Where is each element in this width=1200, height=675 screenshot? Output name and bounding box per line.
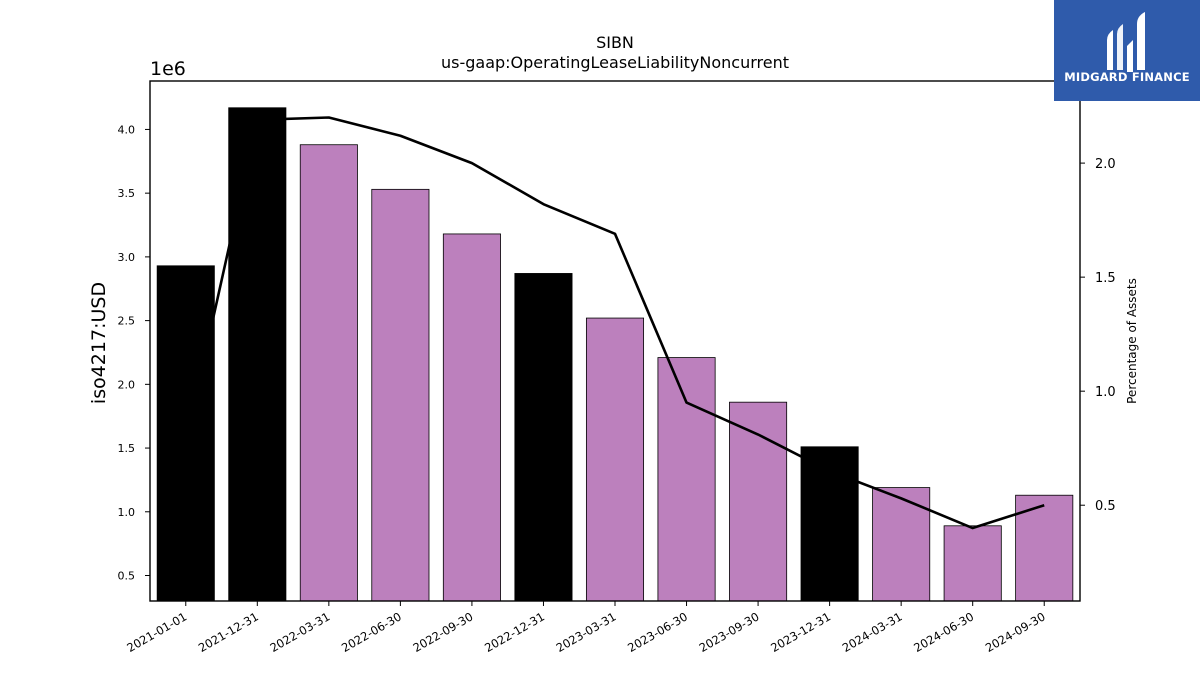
- y2-tick-label: 1.0: [1095, 385, 1116, 400]
- bar-2021-01-01: [156, 265, 215, 602]
- bar-2022-06-30: [371, 188, 430, 602]
- y2-tick-label: 1.5: [1095, 271, 1116, 286]
- y-tick-label: 2.0: [118, 378, 136, 391]
- y-tick-label: 1.0: [118, 506, 136, 519]
- y-tick-label: 2.5: [118, 315, 136, 328]
- bar-2023-06-30: [657, 357, 716, 602]
- y-tick-label: 0.5: [118, 570, 136, 583]
- y-axis-label: iso4217:USD: [88, 282, 110, 404]
- y2-axis-label: Percentage of Assets: [1125, 278, 1139, 404]
- x-tick-label: 2023-06-30: [625, 609, 690, 655]
- line-group: [184, 116, 1045, 530]
- logo-text: MIDGARD FINANCE: [1064, 70, 1190, 84]
- bar-2024-06-30: [943, 525, 1002, 602]
- bar-2022-12-31: [514, 273, 573, 602]
- bar-2024-03-31: [872, 487, 931, 602]
- x-tick-label: 2024-09-30: [983, 609, 1048, 655]
- x-tick-label: 2022-06-30: [339, 609, 404, 655]
- bar-2023-03-31: [585, 317, 645, 602]
- logo: MIDGARD FINANCE: [1054, 0, 1200, 101]
- x-tick-label: 2023-12-31: [768, 609, 833, 655]
- x-tick-label: 2021-01-01: [124, 609, 189, 655]
- bar-2022-03-31: [299, 144, 358, 602]
- bar-2021-12-31: [228, 107, 287, 602]
- bar-2023-09-30: [729, 401, 788, 602]
- bar-2024-09-30: [1015, 494, 1074, 602]
- bars-group: [156, 107, 1074, 602]
- bar-2022-09-30: [442, 233, 501, 602]
- bar-2023-12-31: [800, 446, 859, 602]
- x-tick-label: 2024-03-31: [840, 609, 905, 655]
- y-tick-label: 3.5: [118, 187, 136, 200]
- chart-title: SIBN: [596, 33, 634, 52]
- y-tick-label: 4.0: [118, 123, 136, 136]
- x-tick-label: 2021-12-31: [196, 609, 261, 655]
- x-tick-label: 2022-12-31: [482, 609, 547, 655]
- x-tick-label: 2022-03-31: [267, 609, 332, 655]
- x-tick-label: 2022-09-30: [411, 609, 476, 655]
- y-tick-label: 1.5: [118, 442, 136, 455]
- x-tick-label: 2023-09-30: [697, 609, 762, 655]
- line-percentage-of-assets: [184, 116, 1045, 530]
- y2-tick-label: 0.5: [1095, 499, 1116, 514]
- y-multiplier-label: 1e6: [150, 58, 186, 80]
- chart-subtitle: us-gaap:OperatingLeaseLiabilityNoncurren…: [441, 53, 789, 72]
- x-tick-label: 2024-06-30: [911, 609, 976, 655]
- logo-mark-icon: [1107, 12, 1145, 72]
- y2-tick-label: 2.0: [1095, 157, 1116, 172]
- y-tick-label: 3.0: [118, 251, 136, 264]
- x-tick-label: 2023-03-31: [554, 609, 619, 655]
